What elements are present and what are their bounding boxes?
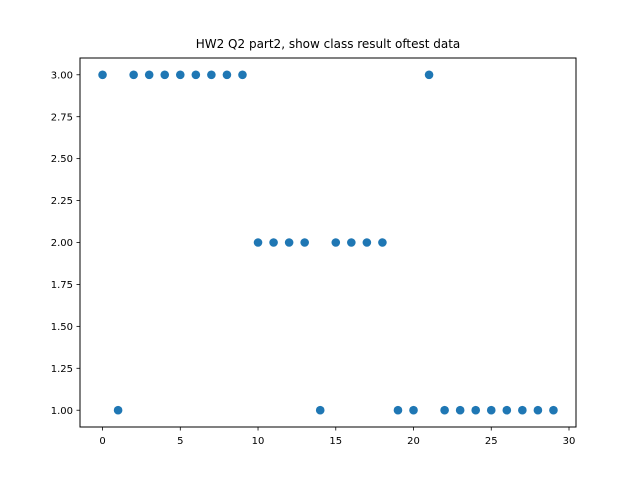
data-point [440, 405, 449, 415]
data-point [378, 238, 387, 247]
data-point [315, 405, 325, 415]
data-point [533, 405, 543, 415]
data-point [362, 238, 372, 247]
data-point [113, 405, 123, 415]
chart-title: HW2 Q2 part2, show class result oftest d… [196, 37, 461, 51]
data-point [471, 405, 481, 415]
y-tick-label: 2.75 [51, 112, 73, 123]
data-point [455, 405, 465, 415]
y-tick-label: 1.00 [51, 406, 73, 417]
data-point [269, 238, 278, 247]
data-point [238, 70, 247, 80]
data-point [518, 405, 527, 415]
data-point [424, 70, 434, 80]
data-point [98, 70, 107, 80]
x-tick-label: 15 [329, 436, 342, 447]
y-tick-label: 3.00 [51, 70, 73, 81]
y-axis-ticks: 1.00 1.25 1.50 1.75 2.00 2.25 2.50 2.75 3.00 [51, 70, 80, 417]
data-point [144, 70, 154, 80]
data-point [347, 238, 356, 247]
x-tick-label: 20 [407, 436, 420, 447]
data-point [409, 405, 418, 415]
y-tick-label: 2.25 [51, 196, 73, 207]
data-point [191, 70, 201, 80]
y-tick-label: 2.50 [51, 154, 73, 165]
y-tick-label: 2.00 [51, 238, 73, 249]
data-point [222, 70, 232, 80]
data-points [98, 70, 558, 415]
data-point [253, 238, 263, 247]
x-tick-label: 10 [252, 436, 265, 447]
x-tick-label: 5 [177, 436, 183, 447]
x-axis-ticks: 0 5 10 15 20 25 30 [99, 427, 575, 447]
x-tick-label: 0 [99, 436, 105, 447]
data-point [549, 405, 558, 415]
data-point [129, 70, 138, 80]
data-point [331, 238, 341, 247]
data-point [300, 238, 309, 247]
data-point [393, 405, 403, 415]
data-point [207, 70, 216, 80]
y-tick-label: 1.50 [51, 322, 73, 333]
x-tick-label: 30 [563, 436, 576, 447]
plot-frame [79, 57, 577, 428]
data-point [175, 70, 185, 80]
data-point [160, 70, 170, 80]
y-tick-label: 1.25 [51, 364, 73, 375]
data-point [502, 405, 512, 415]
x-tick-label: 25 [485, 436, 498, 447]
data-point [486, 405, 496, 415]
y-tick-label: 1.75 [51, 280, 73, 291]
data-point [284, 238, 294, 247]
